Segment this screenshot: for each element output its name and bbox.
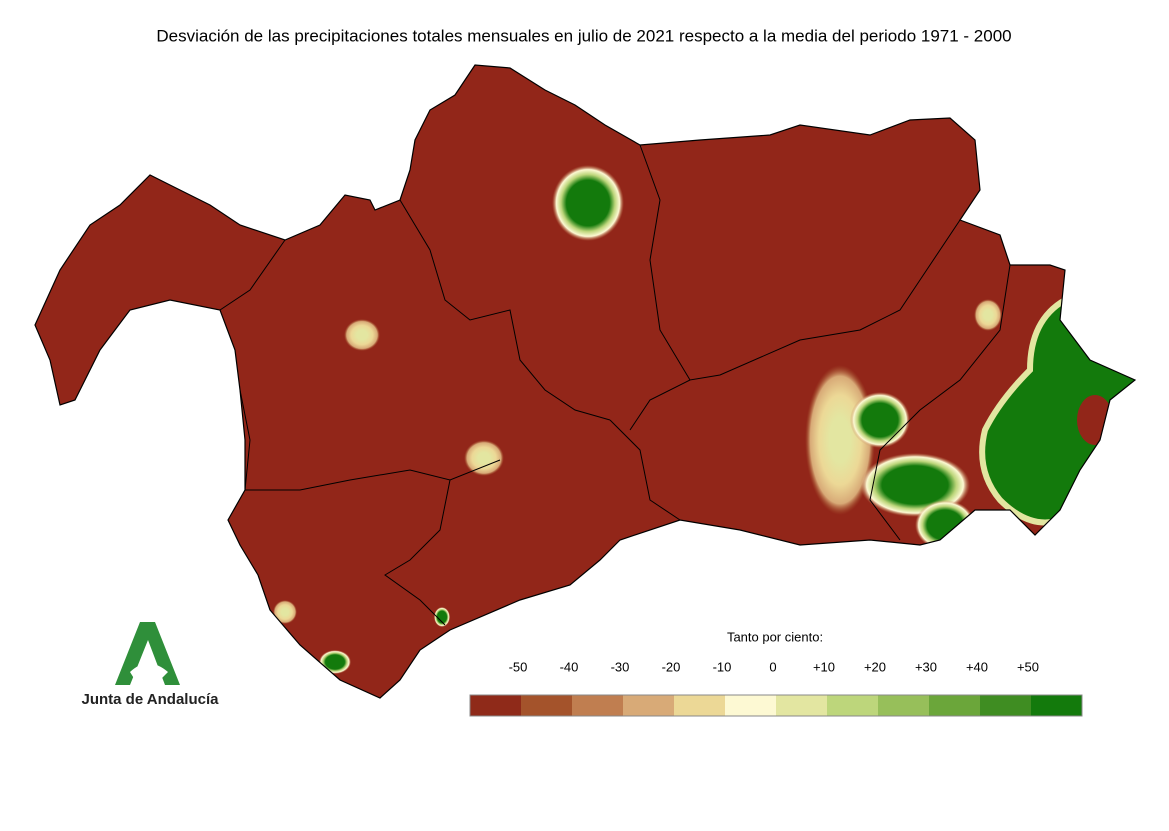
legend-swatch xyxy=(929,695,980,716)
legend-label: +50 xyxy=(1017,659,1039,674)
legend-swatch xyxy=(572,695,623,716)
province-borders xyxy=(219,144,1011,626)
legend-frame xyxy=(469,694,1083,717)
legend-label: -30 xyxy=(611,659,630,674)
legend-swatch xyxy=(725,695,776,716)
legend: Tanto por ciento: -50 -40 -30 -20 -10 0 +10 +20… xyxy=(469,629,1083,717)
legend-label: +20 xyxy=(864,659,886,674)
legend-label: -40 xyxy=(560,659,579,674)
logo: Junta de Andalucía xyxy=(82,622,220,708)
legend-swatch xyxy=(674,695,725,716)
legend-label: -50 xyxy=(509,659,528,674)
legend-swatch xyxy=(623,695,674,716)
legend-label: +40 xyxy=(966,659,988,674)
legend-title: Tanto por ciento: xyxy=(727,629,823,644)
legend-label: +30 xyxy=(915,659,937,674)
legend-label: +10 xyxy=(813,659,835,674)
legend-swatch xyxy=(878,695,929,716)
territory xyxy=(35,65,1135,698)
legend-label: 0 xyxy=(769,659,776,674)
legend-swatch xyxy=(980,695,1031,716)
legend-label: -10 xyxy=(713,659,732,674)
map-title: Desviación de las precipitaciones totale… xyxy=(156,26,1011,45)
legend-swatch xyxy=(470,695,521,716)
region-map xyxy=(34,64,1136,699)
legend-label: -20 xyxy=(662,659,681,674)
legend-swatch xyxy=(521,695,572,716)
logo-text: Junta de Andalucía xyxy=(82,691,220,708)
legend-swatch xyxy=(827,695,878,716)
legend-swatch xyxy=(1031,695,1082,716)
legend-swatch xyxy=(776,695,827,716)
